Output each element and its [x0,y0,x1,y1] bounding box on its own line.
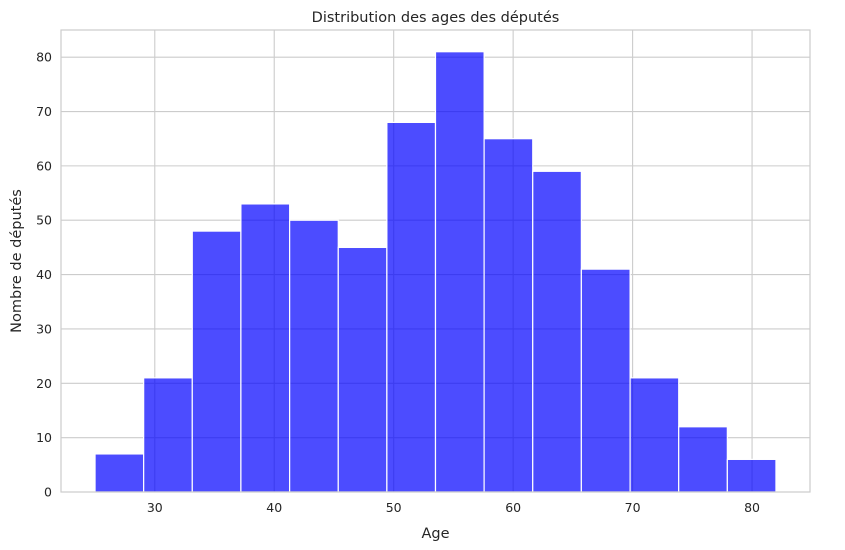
x-tick-labels: 30 40 50 60 70 80 [147,500,760,515]
chart-title: Distribution des ages des députés [312,10,560,26]
y-tick-label: 20 [36,376,52,391]
y-axis-label: Nombre de députés [9,189,25,333]
histogram-bar [580,268,631,493]
histogram-bar [483,138,534,493]
x-tick-label: 50 [386,500,402,515]
histogram-bar [191,230,242,493]
x-tick-label: 30 [147,500,163,515]
histogram-bar [386,121,437,493]
x-tick-label: 70 [625,500,641,515]
x-axis-label: Age [421,526,449,542]
y-tick-label: 50 [36,213,52,228]
histogram-bar [289,219,339,493]
y-tick-label: 80 [36,50,52,65]
histogram-bar [678,426,728,493]
histogram-bars [94,51,777,493]
x-tick-label: 60 [505,500,521,515]
plot-frame [60,29,811,493]
y-tick-labels: 0 10 20 30 40 50 60 70 80 [36,50,52,500]
histogram-bar [240,203,291,493]
y-tick-label: 40 [36,267,52,282]
y-tick-label: 60 [36,158,52,173]
histogram-bar [726,458,777,493]
y-tick-label: 70 [36,104,52,119]
y-tick-label: 0 [44,485,52,500]
histogram-bar [94,453,145,493]
histogram-bar [629,377,680,493]
histogram-bar [532,170,582,493]
histogram-bar [434,51,485,493]
histogram-bar [337,246,388,493]
x-tick-label: 40 [266,500,282,515]
histogram-bar [143,377,193,493]
y-tick-label: 10 [36,430,52,445]
x-tick-label: 80 [744,500,760,515]
y-tick-label: 30 [36,321,52,336]
